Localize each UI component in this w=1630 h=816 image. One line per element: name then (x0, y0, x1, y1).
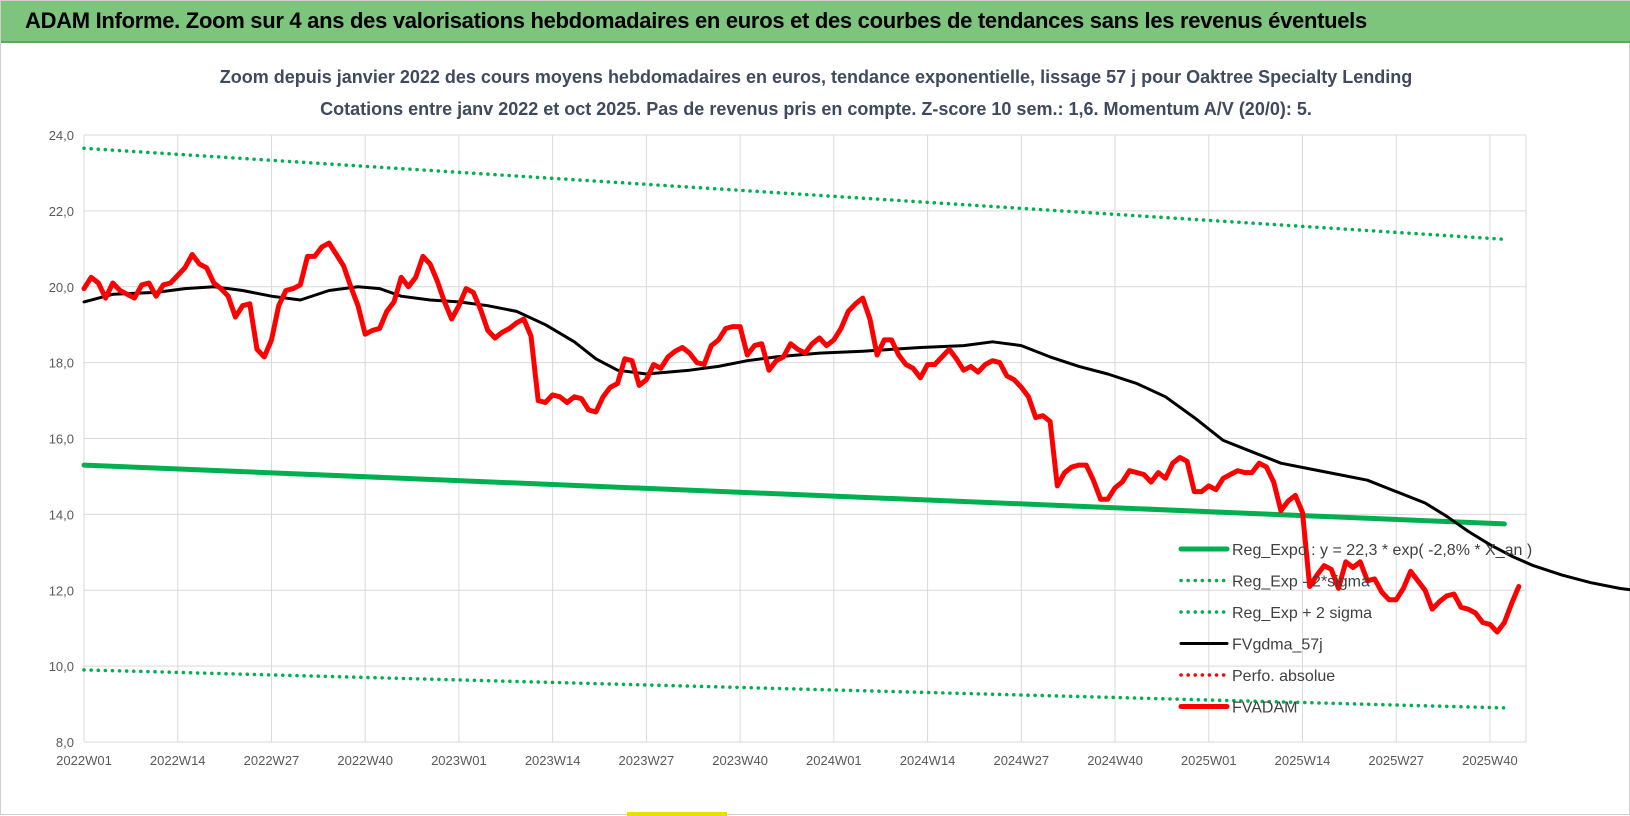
y-tick-label: 20,0 (49, 280, 74, 295)
x-tick-label: 2024W40 (1087, 753, 1143, 768)
x-tick-label: 2025W27 (1368, 753, 1424, 768)
x-tick-label: 2024W27 (993, 753, 1049, 768)
legend-label: Perfo. absolue (1232, 668, 1335, 685)
series-lines (81, 146, 1630, 710)
y-tick-label: 24,0 (49, 128, 74, 143)
series-line-fvadam (81, 240, 1522, 635)
y-tick-label: 22,0 (49, 204, 74, 219)
x-tick-label: 2023W40 (712, 753, 768, 768)
banner-title: ADAM Informe. Zoom sur 4 ans des valoris… (25, 8, 1367, 33)
series-line-reg-exp (82, 668, 1507, 710)
x-tick-label: 2023W14 (525, 753, 581, 768)
x-tick-label: 2022W01 (56, 753, 112, 768)
x-tick-label: 2024W01 (806, 753, 862, 768)
chart-subtitle: Cotations entre janv 2022 et oct 2025. P… (320, 99, 1312, 119)
y-tick-label: 12,0 (49, 583, 74, 598)
x-tick-label: 2023W27 (619, 753, 675, 768)
chart-title: Zoom depuis janvier 2022 des cours moyen… (220, 67, 1412, 87)
legend-label: Reg_Exp - 2*sigma (1232, 574, 1370, 591)
y-tick-label: 18,0 (49, 356, 74, 371)
axis-labels: 8,0 10,0 12,0 14,0 16,0 18,0 20,0 22,0 24,0 2022W… (49, 128, 1518, 768)
series-line-fvgdma-57j (82, 285, 1630, 592)
x-tick-label: 2025W14 (1275, 753, 1331, 768)
bottom-marker (627, 812, 727, 816)
legend-label: FVgdma_57j (1232, 637, 1323, 654)
x-tick-label: 2022W14 (150, 753, 206, 768)
y-tick-label: 16,0 (49, 432, 74, 447)
series-line-reg-expo (81, 462, 1507, 527)
x-tick-label: 2023W01 (431, 753, 487, 768)
y-tick-label: 14,0 (49, 507, 74, 522)
banner: ADAM Informe. Zoom sur 4 ans des valoris… (1, 1, 1630, 43)
legend-label: Reg_Exp + 2 sigma (1232, 605, 1372, 622)
legend: Reg_Expo : y = 22,3 * exp( -2,8% * X_an … (1178, 542, 1532, 717)
y-tick-label: 10,0 (49, 659, 74, 674)
y-tick-label: 8,0 (56, 735, 74, 750)
x-tick-label: 2025W01 (1181, 753, 1237, 768)
x-tick-label: 2022W27 (244, 753, 300, 768)
series-line-reg-exp (82, 146, 1507, 242)
legend-label: Reg_Expo : y = 22,3 * exp( -2,8% * X_an … (1232, 542, 1532, 559)
legend-label: FVADAM (1232, 700, 1297, 717)
x-tick-label: 2022W40 (337, 753, 393, 768)
x-tick-label: 2025W40 (1462, 753, 1518, 768)
x-tick-label: 2024W14 (900, 753, 956, 768)
